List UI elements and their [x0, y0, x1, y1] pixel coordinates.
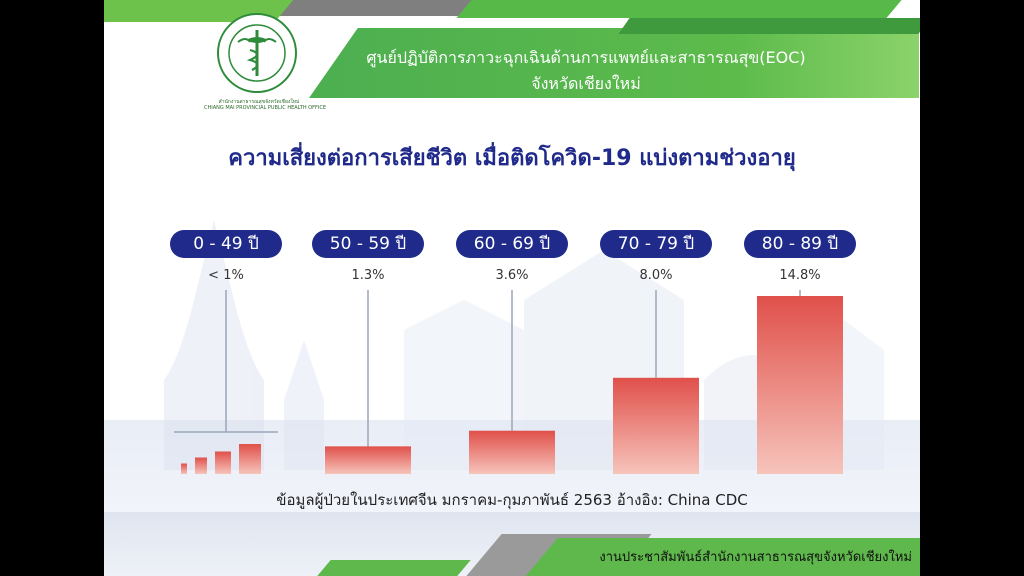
age-group-label: 50 - 59 ปี — [312, 230, 424, 258]
value-label: 8.0% — [639, 268, 673, 283]
bar — [239, 444, 261, 474]
bar — [757, 296, 843, 474]
age-group-label: 70 - 79 ปี — [600, 230, 712, 258]
source-note: ข้อมูลผู้ป่วยในประเทศจีน มกราคม-กุมภาพัน… — [276, 491, 748, 509]
logo-caption-en: CHIANG MAI PROVINCIAL PUBLIC HEALTH OFFI… — [204, 105, 326, 111]
footer-banner — [524, 538, 920, 576]
age-group-label: 0 - 49 ปี — [170, 230, 282, 258]
footer-text: งานประชาสัมพันธ์สำนักงานสาธารณสุขจังหวัด… — [599, 550, 912, 565]
header-title: ศูนย์ปฏิบัติการภาวะฉุกเฉินด้านการแพทย์แล… — [366, 48, 806, 67]
connector-line — [174, 290, 278, 433]
bar — [215, 451, 231, 474]
bar — [195, 457, 207, 474]
chart-area — [164, 220, 884, 474]
header-subtitle: จังหวัดเชียงใหม่ — [531, 74, 641, 93]
header-banner — [309, 28, 919, 98]
chart-title: ความเสี่ยงต่อการเสียชีวิต เมื่อติดโควิด-… — [228, 146, 796, 171]
value-label: 3.6% — [495, 268, 529, 283]
bar — [325, 446, 411, 474]
slide: ศูนย์ปฏิบัติการภาวะฉุกเฉินด้านการแพทย์แล… — [104, 0, 920, 576]
bar — [469, 430, 555, 474]
bar — [613, 377, 699, 474]
value-label: < 1% — [208, 268, 244, 283]
age-group-label: 60 - 69 ปี — [456, 230, 568, 258]
decor-stripe — [317, 560, 471, 576]
ministry-logo-icon — [217, 13, 297, 93]
logo-caption: สำนักงานสาธารณสุขจังหวัดเชียงใหม่ — [218, 99, 300, 105]
value-label: 1.3% — [351, 268, 385, 283]
bar — [181, 463, 187, 474]
age-group-label: 80 - 89 ปี — [744, 230, 856, 258]
value-label: 14.8% — [779, 268, 821, 283]
